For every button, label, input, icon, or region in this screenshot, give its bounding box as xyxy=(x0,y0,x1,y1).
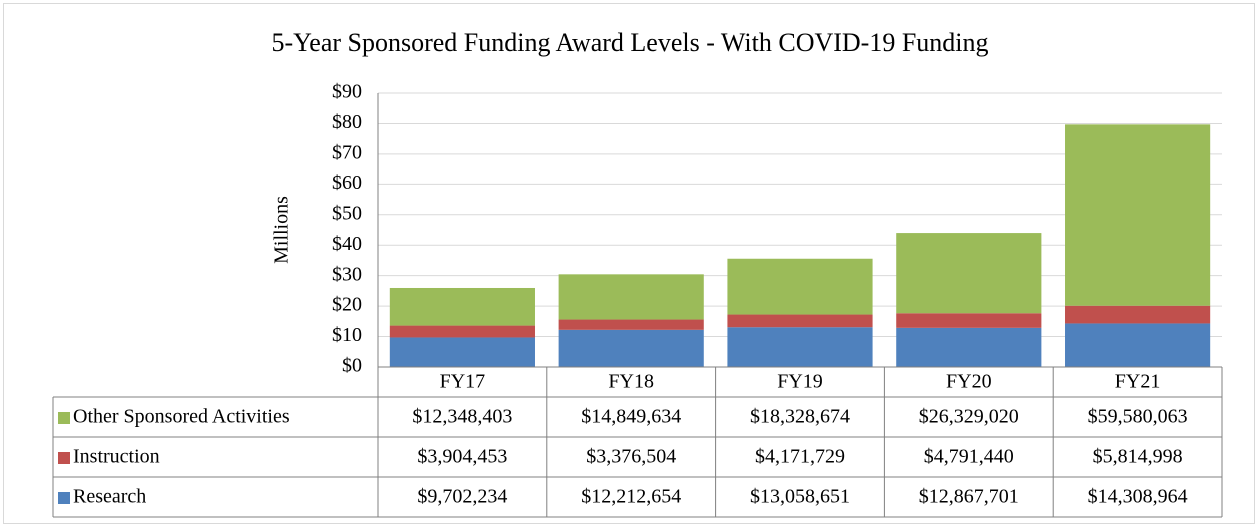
bar-segment xyxy=(1065,305,1211,324)
bar-segment xyxy=(558,319,704,330)
bar-segment xyxy=(558,274,704,320)
legend-label: Instruction xyxy=(73,446,160,468)
table-value: $13,058,651 xyxy=(750,486,850,508)
y-tick-label: $10 xyxy=(332,324,362,346)
y-tick-label: $30 xyxy=(332,263,362,285)
y-tick-label: $20 xyxy=(332,294,362,316)
table-value: $14,308,964 xyxy=(1088,486,1188,508)
legend-label: Research xyxy=(73,486,146,508)
table-value: $26,329,020 xyxy=(919,406,1019,428)
chart-title: 5-Year Sponsored Funding Award Levels - … xyxy=(271,28,988,57)
legend-swatch xyxy=(58,492,70,504)
bar-segment xyxy=(727,314,873,328)
bar-segment xyxy=(389,287,535,326)
table-value: $12,212,654 xyxy=(581,486,681,508)
table-value: $59,580,063 xyxy=(1088,406,1188,428)
table-value: $5,814,998 xyxy=(1093,446,1183,468)
table-value: $12,348,403 xyxy=(412,406,512,428)
legend-label: Other Sponsored Activities xyxy=(73,406,290,428)
y-axis-label: Millions xyxy=(271,196,293,264)
table-value: $18,328,674 xyxy=(750,406,850,428)
y-tick-label: $50 xyxy=(332,202,362,224)
bar-segment xyxy=(558,329,704,367)
table-value: $9,702,234 xyxy=(417,486,507,508)
y-tick-label: $80 xyxy=(332,111,362,133)
table-value: $4,171,729 xyxy=(755,446,845,468)
x-tick-label: FY17 xyxy=(440,371,486,393)
bar-segment xyxy=(727,258,873,315)
x-tick-label: FY21 xyxy=(1115,371,1161,393)
y-tick-label: $70 xyxy=(332,141,362,163)
y-tick-label: $40 xyxy=(332,233,362,255)
bar-segment xyxy=(896,233,1042,314)
table-value: $12,867,701 xyxy=(919,486,1019,508)
bar-segment xyxy=(1065,124,1211,306)
x-tick-label: FY18 xyxy=(608,371,654,393)
x-tick-label: FY20 xyxy=(946,371,992,393)
legend-swatch xyxy=(58,452,70,464)
x-tick-label: FY19 xyxy=(777,371,823,393)
table-value: $4,791,440 xyxy=(924,446,1014,468)
y-tick-label: $60 xyxy=(332,172,362,194)
bar-segment xyxy=(896,327,1042,367)
y-tick-label: $0 xyxy=(342,355,362,377)
table-value: $3,904,453 xyxy=(417,446,507,468)
table-value: $3,376,504 xyxy=(586,446,676,468)
bar-segment xyxy=(389,337,535,367)
y-tick-label: $90 xyxy=(332,81,362,103)
bar-segment xyxy=(1065,323,1211,367)
bar-segment xyxy=(896,313,1042,328)
bar-segment xyxy=(389,325,535,338)
bar-segment xyxy=(727,327,873,367)
legend-swatch xyxy=(58,412,70,424)
table-value: $14,849,634 xyxy=(581,406,681,428)
